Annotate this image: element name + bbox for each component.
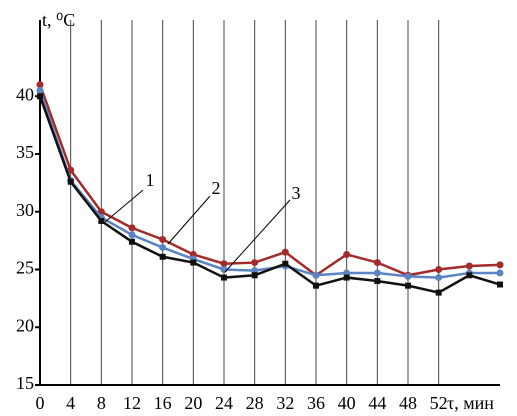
data-point bbox=[220, 265, 228, 273]
data-point bbox=[128, 231, 136, 239]
data-point bbox=[405, 282, 411, 289]
data-point bbox=[312, 271, 320, 279]
data-point bbox=[159, 253, 166, 260]
data-point bbox=[129, 238, 135, 245]
x-tick-label: 40 bbox=[338, 393, 356, 413]
data-point bbox=[36, 81, 44, 89]
data-point bbox=[128, 224, 136, 232]
data-point bbox=[221, 274, 227, 281]
y-tick-label: 35 bbox=[16, 142, 34, 162]
x-tick-label: 8 bbox=[97, 393, 106, 413]
series-line bbox=[38, 84, 501, 277]
data-point bbox=[281, 248, 289, 256]
y-tick-label: 30 bbox=[16, 200, 34, 220]
data-point bbox=[251, 272, 258, 279]
x-tick-label: 48 bbox=[399, 393, 417, 413]
leader-line bbox=[167, 195, 211, 245]
data-point bbox=[435, 289, 442, 296]
x-tick-label: 52 bbox=[430, 393, 448, 413]
data-point bbox=[496, 261, 504, 269]
data-point bbox=[466, 272, 473, 279]
data-point bbox=[251, 259, 259, 267]
data-point bbox=[313, 282, 319, 289]
x-tick-label: 12 bbox=[123, 393, 141, 413]
leader-line bbox=[104, 189, 144, 223]
data-point bbox=[67, 178, 74, 185]
x-tick-label: 44 bbox=[368, 393, 386, 413]
data-point bbox=[374, 278, 381, 285]
data-point bbox=[190, 259, 197, 266]
y-axis-label: t, ⁰C bbox=[42, 10, 75, 30]
y-tick-label: 40 bbox=[16, 84, 34, 104]
data-point bbox=[343, 250, 351, 258]
data-point bbox=[98, 217, 105, 224]
x-tick-label: 20 bbox=[184, 393, 202, 413]
y-tick-label: 15 bbox=[16, 373, 34, 393]
series-label: 3 bbox=[292, 183, 301, 203]
x-tick-label: 0 bbox=[36, 393, 45, 413]
x-tick-label: 36 bbox=[307, 393, 325, 413]
data-point bbox=[496, 269, 504, 277]
data-point bbox=[435, 274, 443, 282]
x-tick-label: 16 bbox=[154, 393, 172, 413]
data-point bbox=[282, 260, 289, 267]
x-tick-label: 24 bbox=[215, 393, 233, 413]
data-point bbox=[373, 269, 381, 277]
x-tick-label: 28 bbox=[246, 393, 264, 413]
y-tick-label: 25 bbox=[16, 258, 34, 278]
series-label: 2 bbox=[212, 178, 221, 198]
data-point bbox=[404, 272, 412, 280]
data-point bbox=[497, 281, 503, 288]
series-line bbox=[38, 90, 500, 279]
x-axis-label: τ, мин bbox=[447, 393, 494, 413]
data-point bbox=[159, 244, 167, 252]
x-tick-label: 4 bbox=[66, 393, 75, 413]
series-line bbox=[38, 95, 501, 294]
data-point bbox=[373, 259, 381, 267]
data-point bbox=[36, 86, 44, 94]
data-point bbox=[159, 235, 167, 243]
y-tick-label: 20 bbox=[16, 315, 34, 335]
leader-line bbox=[224, 199, 291, 273]
data-point bbox=[343, 274, 350, 281]
x-tick-label: 32 bbox=[276, 393, 294, 413]
data-point bbox=[220, 260, 228, 268]
data-point bbox=[465, 262, 473, 270]
series-label: 1 bbox=[146, 170, 155, 190]
data-point bbox=[37, 93, 43, 100]
data-point bbox=[435, 265, 443, 273]
